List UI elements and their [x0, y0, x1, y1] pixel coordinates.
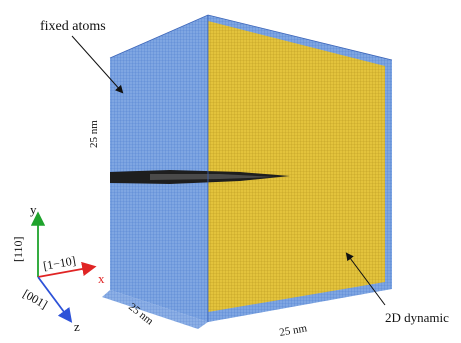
- fixed-atoms-arrow: [71, 35, 124, 94]
- dynamic-label: 2D dynamic: [385, 310, 449, 325]
- z-axis-label: z: [74, 319, 80, 334]
- z-direction-label: [001]: [21, 286, 51, 311]
- x-direction-label: [1−10]: [42, 253, 77, 272]
- x-axis-label: x: [98, 271, 105, 286]
- x-axis-arrow: [37, 261, 97, 278]
- z-axis-arrow: [37, 276, 73, 323]
- fixed-region-bottom-face: [102, 290, 208, 329]
- height-dimension-label: 25 nm: [88, 120, 100, 148]
- dynamic-region-face: [208, 21, 385, 312]
- fixed-atoms-label: fixed atoms: [40, 19, 106, 34]
- fixed-region-left-face: [110, 15, 208, 322]
- y-direction-label: [110]: [11, 236, 25, 262]
- width-dimension-label: 25 nm: [278, 322, 308, 339]
- dynamic-arrow: [345, 252, 386, 306]
- crack-highlight: [150, 174, 275, 180]
- y-axis-label: y: [30, 202, 37, 217]
